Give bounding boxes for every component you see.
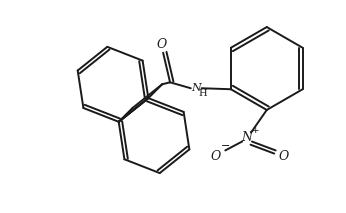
Text: O: O: [210, 150, 220, 163]
Text: O: O: [279, 150, 289, 163]
Text: N: N: [242, 131, 253, 144]
Text: O: O: [156, 38, 166, 51]
Text: N: N: [191, 83, 201, 93]
Text: +: +: [251, 126, 259, 135]
Text: H: H: [198, 89, 207, 98]
Text: −: −: [221, 141, 230, 151]
